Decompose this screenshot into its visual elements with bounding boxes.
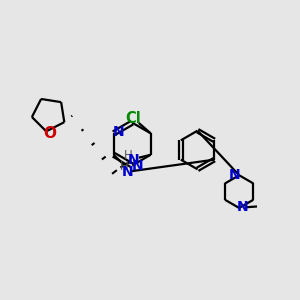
Text: Cl: Cl bbox=[126, 111, 141, 126]
Text: N: N bbox=[128, 153, 139, 167]
Text: H: H bbox=[124, 149, 133, 162]
Text: N: N bbox=[122, 165, 134, 179]
Text: N: N bbox=[236, 200, 248, 214]
Text: N: N bbox=[113, 125, 125, 140]
Text: N: N bbox=[229, 168, 240, 182]
Text: H: H bbox=[120, 160, 128, 173]
Text: O: O bbox=[43, 126, 56, 141]
Text: N: N bbox=[132, 159, 143, 173]
